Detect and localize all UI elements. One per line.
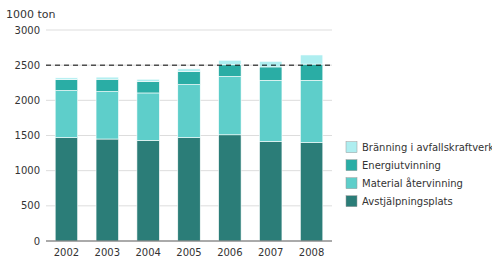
legend-label: Energiutvinning: [362, 160, 441, 171]
bar-segment: [259, 61, 281, 67]
bar-segment: [300, 143, 322, 241]
bar-segment: [259, 80, 281, 141]
y-tick-label: 1000: [15, 165, 40, 176]
bar-segment: [96, 79, 118, 91]
legend-label: Bränning i avfallskraftverk: [362, 142, 492, 153]
chart-container: 0 500 1000 1500 2000 2500 3000 2002 2003 2004 2005…: [0, 0, 492, 265]
reference-line: [46, 65, 332, 66]
chart: 0 500 1000 1500 2000 2500 3000 2002 2003 2004 2005…: [0, 0, 492, 265]
bar-segment: [259, 141, 281, 241]
y-tick-label: 2000: [15, 95, 40, 106]
bar-segment: [219, 76, 241, 134]
bar-segment: [219, 60, 241, 65]
bar-segment: [300, 64, 322, 80]
legend-label: Material återvinning: [362, 177, 463, 189]
x-axis-line: [46, 241, 332, 242]
bar-segment: [96, 139, 118, 241]
bar-segment: [219, 65, 241, 77]
y-tick-label: 3000: [15, 25, 40, 36]
bar-segment: [137, 93, 159, 140]
bar-segment: [55, 138, 77, 241]
y-tick-label: 0: [34, 236, 40, 247]
legend-label: Avstjälpningsplats: [362, 196, 453, 207]
x-tick-label: 2005: [176, 247, 201, 258]
y-axis-label: 1000 ton: [6, 8, 56, 21]
legend-swatch: [346, 142, 357, 153]
legend: Bränning i avfallskraftverk Energiutvinni…: [346, 142, 492, 208]
grid-line: [46, 241, 332, 242]
bar-segment: [137, 140, 159, 241]
bar-segment: [137, 79, 159, 81]
legend-swatch: [346, 196, 357, 207]
x-tick-label: 2004: [135, 247, 160, 258]
bar-segment: [55, 80, 77, 91]
bar-segment: [300, 80, 322, 142]
x-tick-label: 2006: [217, 247, 242, 258]
bar-segment: [96, 77, 118, 79]
y-tick-label: 1500: [15, 130, 40, 141]
x-tick-label: 2008: [299, 247, 324, 258]
x-tick-label: 2003: [95, 247, 120, 258]
bar-segment: [259, 67, 281, 80]
y-tick-label: 2500: [15, 60, 40, 71]
grid-line: [46, 65, 332, 66]
y-tick-label: 500: [21, 200, 40, 211]
bar-segment: [55, 78, 77, 80]
bar-segment: [300, 55, 322, 64]
x-tick-label: 2002: [54, 247, 79, 258]
bar-segment: [219, 135, 241, 241]
grid-line: [46, 30, 332, 31]
bar-segment: [178, 69, 200, 72]
bar-segment: [178, 85, 200, 138]
bar-segment: [96, 92, 118, 139]
bar-segment: [137, 81, 159, 93]
legend-swatch: [346, 160, 357, 171]
legend-swatch: [346, 178, 357, 189]
bar-segment: [178, 71, 200, 84]
bar-segment: [178, 138, 200, 241]
x-tick-label: 2007: [258, 247, 283, 258]
bars: [55, 55, 323, 241]
bar-segment: [55, 90, 77, 137]
grid: [46, 30, 332, 241]
